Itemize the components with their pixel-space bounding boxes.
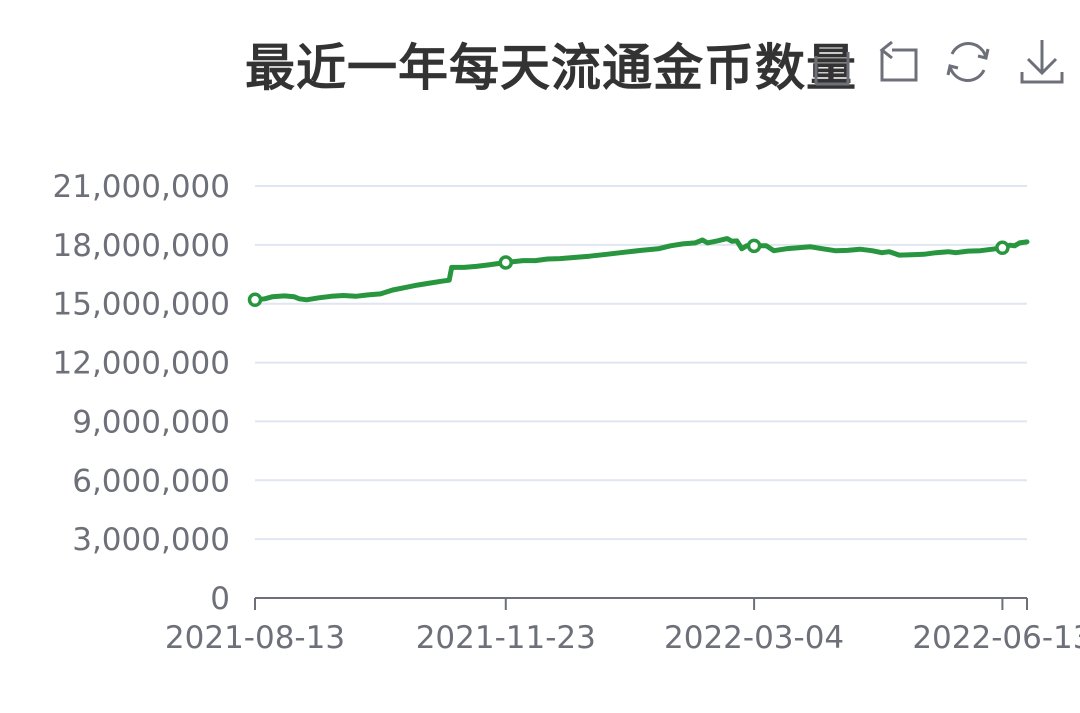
x-tick-label: 2022-06-13 <box>912 620 1080 656</box>
grid-lines <box>255 185 1027 541</box>
undo-button[interactable] <box>872 36 924 88</box>
y-tick-label: 0 <box>210 581 230 617</box>
download-button[interactable] <box>1016 36 1068 88</box>
data-point[interactable] <box>995 240 1010 256</box>
refresh-button[interactable] <box>942 36 994 88</box>
download-icon <box>1020 40 1064 84</box>
data-point[interactable] <box>746 238 762 254</box>
x-tick-label: 2021-11-23 <box>416 620 596 656</box>
x-tick-label: 2021-08-13 <box>165 620 345 656</box>
y-tick-label: 3,000,000 <box>72 522 230 558</box>
x-tick-label: 2022-03-04 <box>664 620 844 656</box>
chart-title: 最近一年每天流通金币数量 <box>245 39 857 97</box>
y-tick-label: 12,000,000 <box>53 346 231 382</box>
zoom-button[interactable] <box>808 36 860 88</box>
chart-toolbox <box>808 36 1068 92</box>
data-point[interactable] <box>247 292 263 308</box>
x-axis: 2021-08-13 2021-11-23 2022-03-04 2022-06-13 <box>165 597 1080 656</box>
refresh-icon <box>946 42 990 82</box>
series-line <box>252 236 1030 303</box>
zoom-icon <box>814 52 850 86</box>
y-tick-label: 9,000,000 <box>72 404 230 440</box>
y-axis-tick-labels: 0 3,000,000 6,000,000 9,000,000 12,000,000 15… <box>53 169 231 617</box>
undo-icon <box>879 40 918 82</box>
y-tick-label: 6,000,000 <box>72 463 230 499</box>
y-tick-label: 21,000,000 <box>53 169 231 205</box>
series-layer <box>247 236 1030 308</box>
y-tick-label: 18,000,000 <box>53 228 231 264</box>
y-tick-label: 15,000,000 <box>53 287 231 323</box>
data-point[interactable] <box>498 255 514 270</box>
